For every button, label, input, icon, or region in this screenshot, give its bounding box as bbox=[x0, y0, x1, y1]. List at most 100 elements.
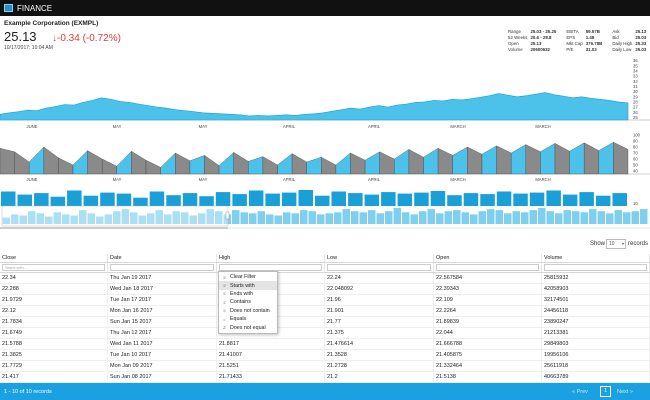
volume-bar bbox=[281, 192, 297, 206]
navigator-bar bbox=[461, 212, 469, 224]
filter-condition-icon: ≠ bbox=[223, 325, 226, 331]
navigator-bar bbox=[563, 210, 571, 224]
table-cell: 22.288 bbox=[0, 284, 108, 294]
records-info: 1 - 10 of 10 records bbox=[4, 389, 52, 395]
column-header-open[interactable]: Open bbox=[434, 254, 542, 262]
navigator-bar bbox=[198, 213, 206, 224]
table-row[interactable]: 21.7834 Sun Jan 15 2017 21.77 21.89839 23890… bbox=[0, 317, 650, 328]
y-axis-tick-label: 35 bbox=[633, 63, 638, 68]
navigator-bar bbox=[215, 211, 223, 224]
range-navigator[interactable] bbox=[0, 205, 650, 229]
navigator-bar bbox=[274, 215, 282, 224]
volume-bar bbox=[414, 192, 429, 206]
stat-label: Bid bbox=[612, 34, 619, 40]
filter-input-date[interactable] bbox=[110, 264, 214, 271]
navigator-bar bbox=[444, 211, 452, 224]
navigator-selection[interactable] bbox=[1, 205, 229, 227]
stat-value: 25.03 bbox=[635, 46, 647, 52]
records-label: records bbox=[628, 241, 649, 247]
filter-menu-item[interactable]: ≡ Starts with bbox=[219, 281, 277, 290]
table-row[interactable]: 22.34 Thu Jan 19 2017 22.24 22.567584 258159… bbox=[0, 273, 650, 284]
table-cell: 21.7729 bbox=[0, 361, 108, 371]
column-header-close[interactable]: Close bbox=[0, 254, 108, 262]
navigator-bar bbox=[427, 209, 435, 224]
stats-row: Range 25.03 - 25.25 EBITA 59.57B Ask 25.13 bbox=[508, 29, 650, 35]
navigator-bar bbox=[623, 212, 631, 224]
filter-menu-item[interactable]: ≡ Contains bbox=[219, 298, 277, 306]
down-arrow-icon: ↓ bbox=[52, 33, 57, 44]
volume-bar bbox=[248, 190, 264, 206]
stat-label: Daily Low bbox=[612, 46, 632, 52]
stat-value: 1.48 bbox=[585, 34, 595, 40]
filter-cell bbox=[217, 263, 325, 272]
next-page-button[interactable]: Next » bbox=[617, 389, 633, 395]
table-cell: 21.5138 bbox=[434, 372, 542, 382]
company-name: Example Corporation (EXMPL) bbox=[4, 20, 99, 27]
stat-label: P/E bbox=[566, 46, 574, 52]
indicator-segment bbox=[598, 141, 614, 175]
filter-menu-item[interactable]: ≡ Does not contain bbox=[219, 307, 277, 315]
stat-value: 25.13 bbox=[530, 40, 542, 46]
table-row[interactable]: 21.417 Sun Jan 08 2017 21.71433 21.2 21.5138… bbox=[0, 372, 650, 383]
filter-menu-item[interactable]: ≡ Clear Filter bbox=[219, 273, 277, 281]
grid-body: 22.34 Thu Jan 19 2017 22.24 22.567584 258159… bbox=[0, 273, 650, 383]
stat-label: Range bbox=[508, 29, 521, 35]
filter-cell: Starts with... bbox=[0, 263, 108, 272]
navigator-bar bbox=[266, 214, 274, 224]
filter-menu-label: Does not contain bbox=[230, 307, 270, 314]
stats-table: Range 25.03 - 25.25 EBITA 59.57B Ask 25.13 52 … bbox=[508, 29, 650, 52]
table-row[interactable]: 21.7729 Mon Jan 09 2017 21.5251 21.2728 21.3… bbox=[0, 361, 650, 372]
table-row[interactable]: 21.5788 Wed Jan 11 2017 21.8817 21.476614 21… bbox=[0, 339, 650, 350]
filter-input-volume[interactable] bbox=[544, 264, 647, 271]
page-size-select[interactable]: 10 ▾ bbox=[606, 239, 626, 249]
filter-cell bbox=[325, 263, 434, 272]
navigator-bar bbox=[325, 213, 333, 224]
stat-value: 31.03 bbox=[585, 46, 597, 52]
filter-input-low[interactable] bbox=[327, 264, 431, 271]
indicator-segment bbox=[554, 143, 570, 175]
column-header-date[interactable]: Date bbox=[108, 254, 217, 262]
stat-label: Mkt Cap bbox=[566, 40, 583, 46]
filter-input-high[interactable] bbox=[219, 264, 322, 271]
table-row[interactable]: 21.3825 Tue Jan 10 2017 21.41007 21.3528 21.… bbox=[0, 350, 650, 361]
volume-bar bbox=[397, 193, 413, 206]
table-cell bbox=[217, 295, 325, 305]
volume-bar bbox=[166, 195, 181, 206]
navigator-bar bbox=[240, 212, 248, 224]
grid-header-row: Close Date High Low Open Volume bbox=[0, 254, 650, 263]
indicator-segment bbox=[306, 156, 322, 175]
filter-input-open[interactable] bbox=[436, 264, 539, 271]
navigator-handle[interactable] bbox=[225, 211, 230, 220]
y-axis-tick-label: 90 bbox=[633, 139, 638, 144]
filter-menu-item[interactable]: ≡ Ends with bbox=[219, 290, 277, 298]
prev-page-button[interactable]: « Prev bbox=[572, 389, 588, 395]
navigator-bar bbox=[11, 214, 19, 224]
filter-menu-item[interactable]: ≠ Does not equal bbox=[219, 323, 277, 331]
table-row[interactable]: 22.288 Wed Jan 18 2017 22.048092 22.39343 42… bbox=[0, 284, 650, 295]
indicator-segment bbox=[204, 155, 220, 175]
navigator-bar bbox=[189, 215, 197, 224]
navigator-scroll-thumb[interactable] bbox=[0, 227, 228, 229]
volume-bar bbox=[149, 191, 165, 206]
table-cell bbox=[217, 306, 325, 316]
column-header-volume[interactable]: Volume bbox=[542, 254, 650, 262]
volume-bar bbox=[480, 194, 495, 206]
filter-input-close[interactable]: Starts with... bbox=[2, 264, 105, 271]
current-page-button[interactable]: 1 bbox=[600, 386, 611, 397]
navigator-bar bbox=[529, 210, 537, 224]
filter-condition-icon: ≡ bbox=[223, 274, 226, 280]
table-row[interactable]: 21.6749 Thu Jan 12 2017 21.375 22.044 212133… bbox=[0, 328, 650, 339]
filter-menu-item[interactable]: = Equals bbox=[219, 315, 277, 323]
table-cell: 21.9729 bbox=[0, 295, 108, 305]
table-row[interactable]: 21.9729 Tue Jan 17 2017 21.96 22.109 3217450… bbox=[0, 295, 650, 306]
table-cell: 19956106 bbox=[542, 350, 650, 360]
table-cell: 22.567584 bbox=[434, 273, 542, 283]
stat-label: 52 Weeks bbox=[508, 34, 528, 40]
column-header-low[interactable]: Low bbox=[325, 254, 434, 262]
table-row[interactable]: 22.12 Mon Jan 16 2017 21.901 22.2264 2445611… bbox=[0, 306, 650, 317]
stats-panel: Range 25.03 - 25.25 EBITA 59.57B Ask 25.13 52 … bbox=[508, 29, 650, 52]
navigator-bar bbox=[410, 214, 418, 224]
y-axis-tick-label: 32 bbox=[633, 79, 638, 84]
column-header-high[interactable]: High bbox=[217, 254, 325, 262]
y-axis-tick-label: 60 bbox=[633, 157, 638, 162]
